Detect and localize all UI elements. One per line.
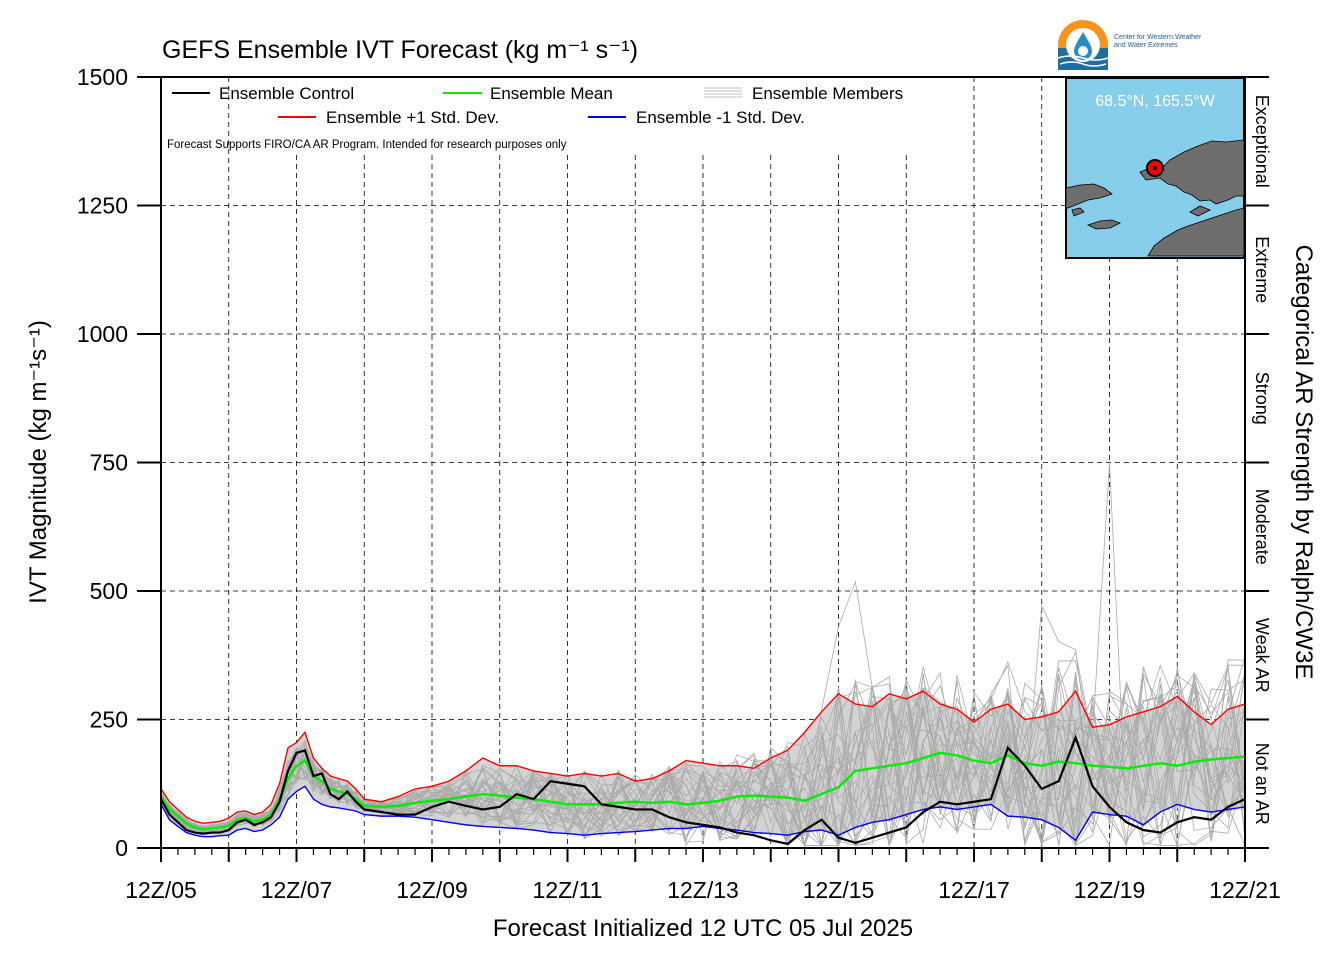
category-label: Moderate bbox=[1252, 489, 1272, 565]
category-label: Weak AR bbox=[1252, 618, 1272, 693]
y-tick-label: 0 bbox=[115, 835, 128, 861]
chart-title: GEFS Ensemble IVT Forecast (kg m⁻¹ s⁻¹) bbox=[162, 36, 638, 64]
y-tick-label: 250 bbox=[90, 707, 128, 733]
logo-line-1: Center for Western Weather bbox=[1114, 34, 1202, 41]
legend-swatch-members bbox=[704, 87, 742, 98]
member-line bbox=[160, 672, 1246, 847]
series-lines bbox=[159, 689, 1246, 846]
y-tick-label: 1000 bbox=[77, 321, 128, 347]
y-tick-label: 1250 bbox=[77, 193, 128, 219]
plus-std-line bbox=[160, 689, 1246, 825]
x-tick-label: 12Z/19 bbox=[1074, 877, 1146, 903]
y-tick-label: 500 bbox=[90, 578, 128, 604]
cw3e-logo bbox=[1057, 20, 1109, 70]
x-tick-label: 12Z/09 bbox=[396, 877, 468, 903]
y-tick-label: 1500 bbox=[77, 64, 128, 90]
land-mass bbox=[1189, 205, 1211, 217]
cw3e-logo-text: Center for Western Weather and Water Ext… bbox=[1114, 34, 1201, 50]
land-mass bbox=[1086, 219, 1121, 230]
disclaimer-note: Forecast Supports FIRO/CA AR Program. In… bbox=[167, 139, 567, 151]
control-line bbox=[160, 734, 1246, 846]
inset-map: 68.5°N, 165.5°W bbox=[1065, 77, 1245, 259]
x-tick-label: 12Z/05 bbox=[125, 877, 197, 903]
land-mass bbox=[1139, 139, 1245, 205]
member-line bbox=[160, 672, 1246, 846]
x-tick-label: 12Z/21 bbox=[1209, 877, 1281, 903]
logo-line-2: and Water Extremes bbox=[1114, 42, 1178, 49]
legend: Ensemble Control Ensemble Mean Ensemble … bbox=[167, 84, 903, 151]
category-label: Not an AR bbox=[1252, 743, 1272, 825]
x-tick-label: 12Z/13 bbox=[667, 877, 739, 903]
x-axis: 12Z/05 12Z/07 12Z/09 12Z/11 12Z/13 12Z/15 12Z/… bbox=[125, 848, 1281, 903]
land-mass bbox=[1065, 183, 1113, 209]
right-axis-label: Categorical AR Strength by Ralph/CW3E bbox=[1290, 245, 1317, 680]
x-tick-label: 12Z/11 bbox=[533, 877, 603, 903]
land-mass bbox=[1147, 207, 1245, 257]
x-tick-label: 12Z/17 bbox=[938, 877, 1010, 903]
category-label: Strong bbox=[1252, 372, 1272, 425]
category-axis: Not an AR Weak AR Moderate Strong Extreme Exc… bbox=[1245, 76, 1272, 849]
legend-label-control: Ensemble Control bbox=[219, 84, 354, 103]
land-mass bbox=[1071, 207, 1085, 217]
x-tick-label: 12Z/15 bbox=[803, 877, 875, 903]
y-tick-label: 750 bbox=[90, 450, 128, 476]
member-line bbox=[160, 677, 1246, 847]
x-axis-label: Forecast Initialized 12 UTC 05 Jul 2025 bbox=[493, 915, 913, 942]
legend-label-members: Ensemble Members bbox=[752, 84, 903, 103]
y-axis-label: IVT Magnitude (kg m⁻¹s⁻¹) bbox=[25, 320, 52, 604]
y-axis: 0 250 500 750 1000 1250 1500 bbox=[77, 64, 161, 861]
legend-label-mean: Ensemble Mean bbox=[490, 84, 613, 103]
location-marker-dot bbox=[1153, 166, 1157, 170]
legend-label-plus-std: Ensemble +1 Std. Dev. bbox=[326, 108, 499, 127]
map-location-label: 68.5°N, 165.5°W bbox=[1095, 93, 1215, 110]
legend-label-minus-std: Ensemble -1 Std. Dev. bbox=[636, 108, 805, 127]
category-label: Exceptional bbox=[1252, 95, 1272, 188]
category-label: Extreme bbox=[1252, 236, 1272, 303]
x-tick-label: 12Z/07 bbox=[261, 877, 333, 903]
minus-std-line bbox=[160, 785, 1246, 842]
member-line bbox=[160, 650, 1246, 846]
